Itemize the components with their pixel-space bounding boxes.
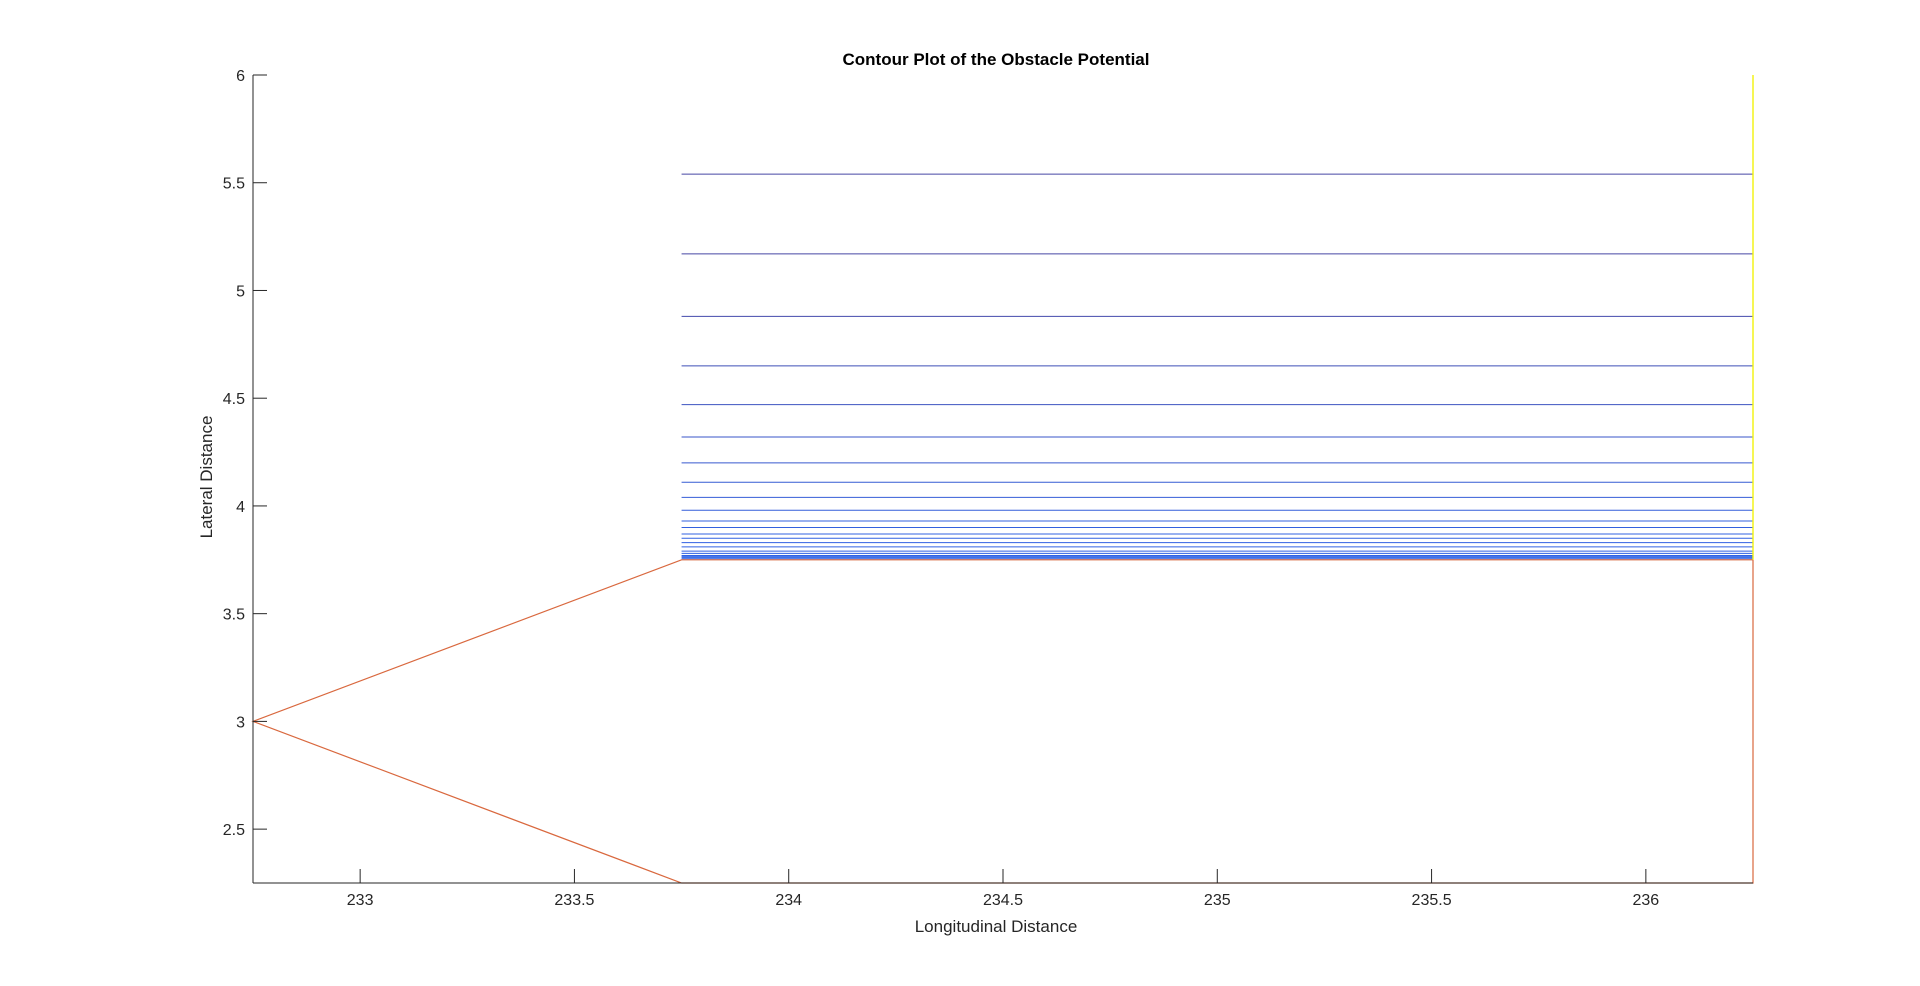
y-tick-label: 4.5: [223, 391, 245, 408]
y-tick-label: 5.5: [223, 176, 245, 193]
y-tick-label: 5: [236, 283, 245, 300]
x-tick-label: 234: [775, 892, 802, 909]
ticks: 233 233.5 234 234.5 235 235.5 236 2.5 3 3.5 4 4.5 5 5…: [223, 68, 1660, 909]
y-tick-label: 3: [236, 714, 245, 731]
chart-title: Contour Plot of the Obstacle Potential: [843, 50, 1150, 69]
plot-area: [251, 75, 1754, 884]
y-tick-label: 3.5: [223, 607, 245, 624]
y-axis-label: Lateral Distance: [197, 416, 216, 539]
x-axis-label: Longitudinal Distance: [915, 917, 1078, 936]
x-tick-label: 235: [1204, 892, 1231, 909]
axes: [252, 75, 1753, 884]
y-tick-label: 6: [236, 68, 245, 85]
x-tick-label: 236: [1633, 892, 1660, 909]
y-tick-label: 4: [236, 499, 245, 516]
x-tick-label: 234.5: [983, 892, 1023, 909]
y-tick-label: 2.5: [223, 822, 245, 839]
obstacle-boundary-line: [251, 559, 1754, 884]
x-tick-label: 233.5: [554, 892, 594, 909]
x-tick-label: 235.5: [1412, 892, 1452, 909]
x-tick-label: 233: [347, 892, 374, 909]
